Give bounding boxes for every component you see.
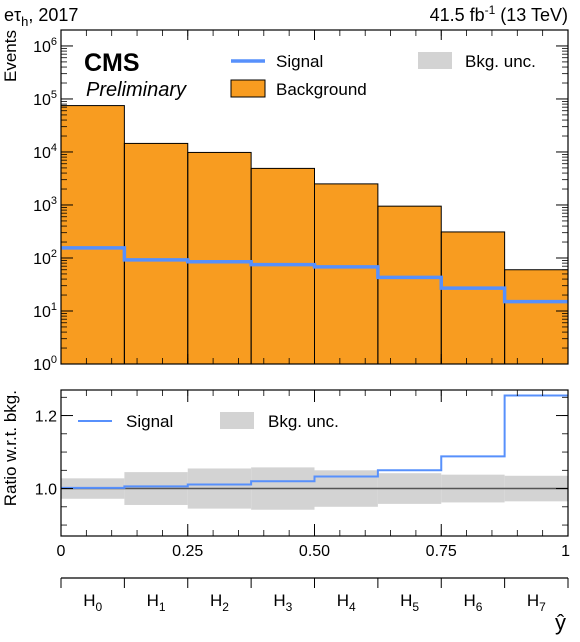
main-plot-y-axis: 100 101 102 103 104 105 106 [33, 29, 569, 374]
category-label-4: H4 [337, 591, 356, 614]
ratio-signal-line [61, 394, 568, 489]
legend-unc-label: Bkg. unc. [465, 52, 536, 71]
channel-label: eτh, 2017 [4, 5, 78, 29]
signal-line [61, 246, 568, 304]
category-axis: H0 H1 H2 H3 H4 H5 H6 H7 [60, 577, 569, 614]
y-tick-label-1: 101 [33, 301, 57, 321]
ratio-legend-unc-label: Bkg. unc. [268, 412, 339, 431]
y-tick-label-6: 106 [33, 36, 57, 56]
category-label-0: H0 [83, 591, 102, 614]
ratio-legend-unc-swatch [220, 412, 254, 429]
y-tick-label-0: 100 [33, 354, 57, 374]
y-tick-label-5: 105 [33, 89, 57, 109]
y-tick-label-2: 102 [33, 248, 57, 268]
legend-background-label: Background [276, 80, 367, 99]
legend-signal-label: Signal [276, 52, 323, 71]
y-tick-label-4: 104 [33, 142, 57, 162]
category-label-2: H2 [210, 591, 229, 614]
cms-label: CMS [84, 49, 140, 77]
category-label-1: H1 [147, 591, 166, 614]
category-axis-xlabel: ŷ [555, 610, 566, 635]
legend-background-swatch [230, 79, 266, 98]
ratio-x-tick-label-3: 0.75 [426, 543, 457, 560]
ratio-x-tick-label-2: 0.50 [299, 543, 330, 560]
legend-unc-swatch [418, 52, 452, 69]
ratio-x-tick-label-1: 0.25 [172, 543, 203, 560]
luminosity-label: 41.5 fb-1 (13 TeV) [430, 3, 568, 25]
ratio-plot-axes: 1.0 1.2 0 0.25 0.50 0.75 1 [35, 390, 570, 560]
ratio-y-tick-label-0: 1.0 [35, 482, 57, 499]
category-label-6: H6 [463, 591, 482, 614]
ratio-y-tick-label-1: 1.2 [35, 409, 57, 426]
ratio-plot-ylabel: Ratio w.r.t. bkg. [1, 390, 20, 506]
category-label-3: H3 [273, 591, 292, 614]
ratio-x-tick-label-4: 1 [561, 543, 570, 560]
main-plot-marks [60, 105, 569, 365]
ratio-legend-signal-label: Signal [126, 412, 173, 431]
preliminary-label: Preliminary [86, 79, 187, 101]
category-label-5: H5 [400, 591, 419, 614]
y-tick-label-3: 103 [33, 195, 57, 215]
category-label-7: H7 [527, 591, 546, 614]
ratio-x-tick-label-0: 0 [57, 543, 66, 560]
main-plot-ylabel: Events [1, 30, 20, 82]
ratio-plot-marks [61, 394, 568, 510]
